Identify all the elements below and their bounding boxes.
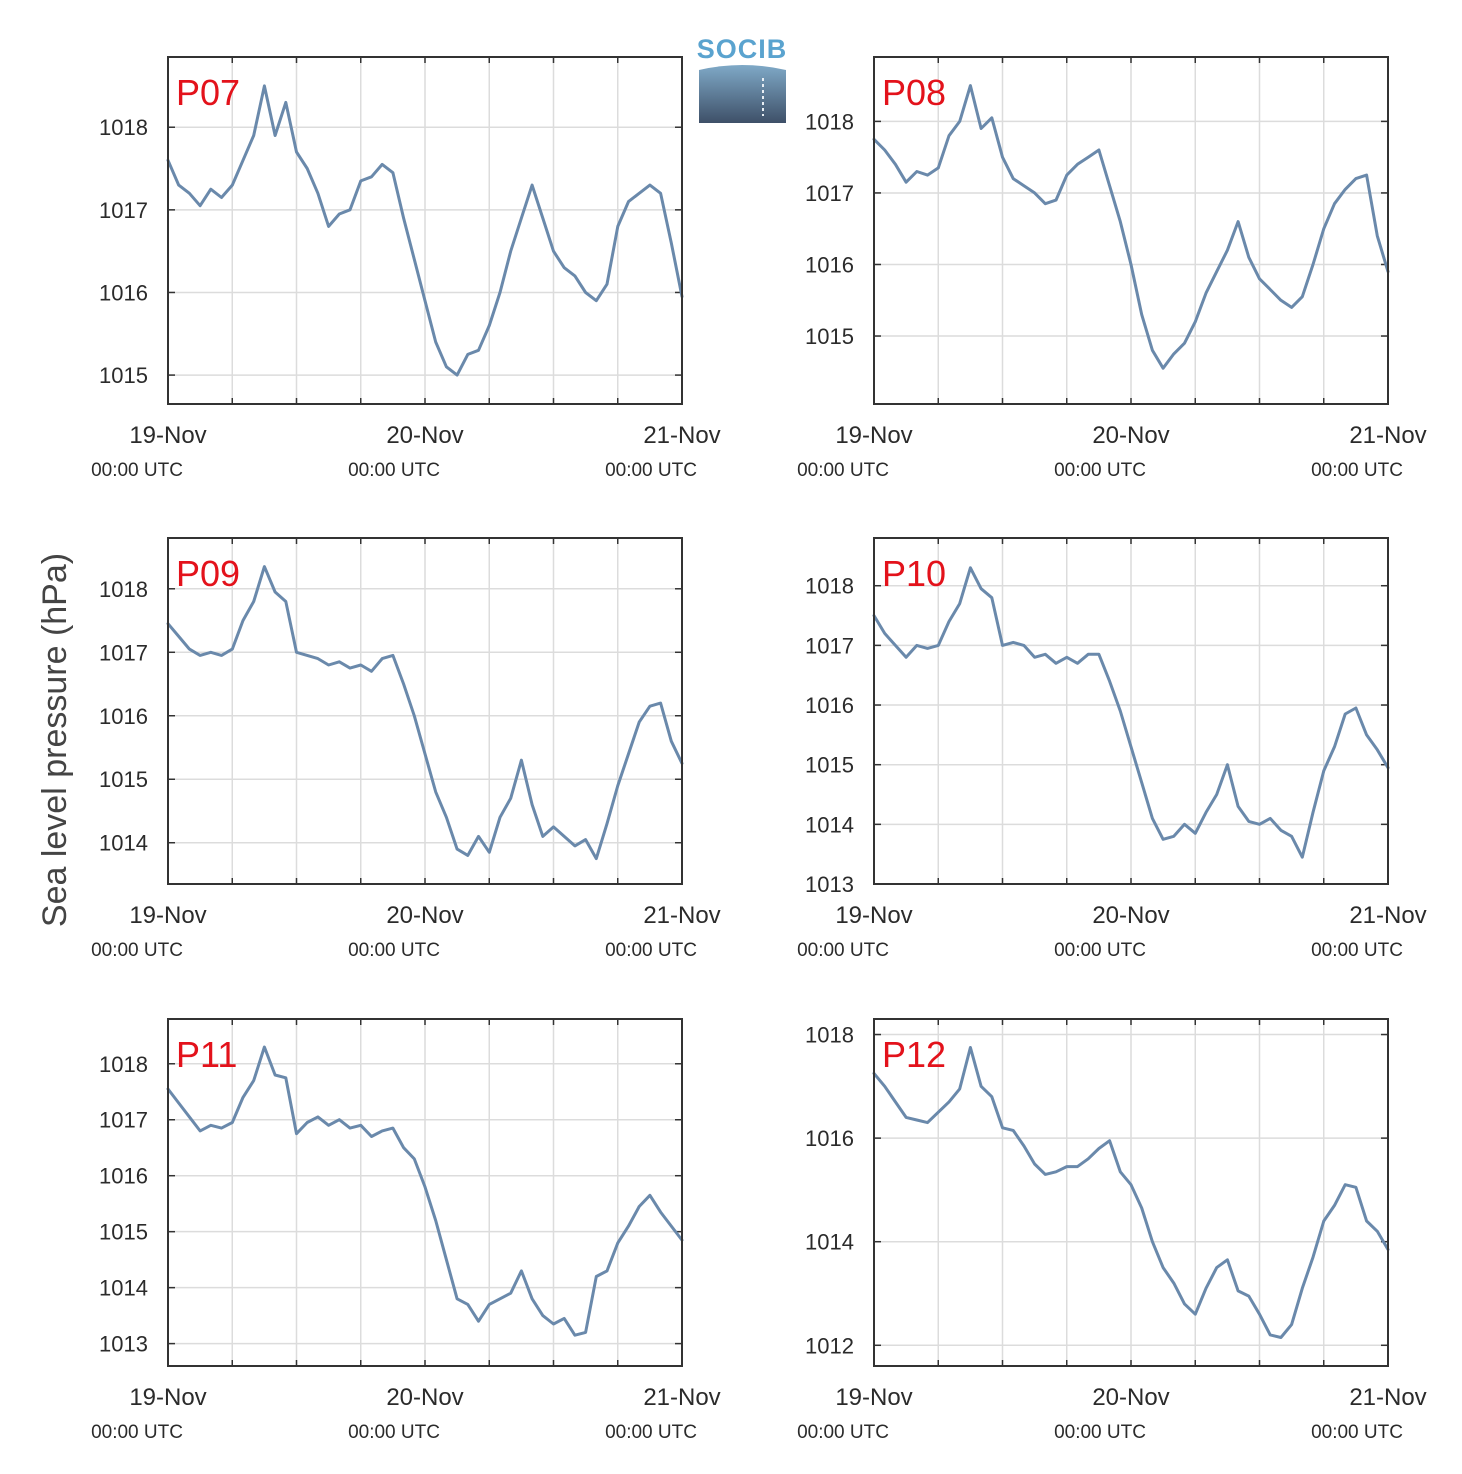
y-tick-label: 1014 xyxy=(99,1276,148,1301)
panel-p12: 1012 1014 1016 1018 P12 19-Nov 00:00 UTC 20-Nov… xyxy=(797,1018,1427,1443)
y-tick-label: 1015 xyxy=(99,1220,148,1245)
y-tick-label: 1016 xyxy=(805,1126,854,1151)
panel-p09: 1014 1015 1016 1017 1018 P09 19-Nov 00:00 UTC 20… xyxy=(91,537,721,961)
y-tick-label: 1017 xyxy=(99,198,148,223)
panel-label: P07 xyxy=(176,72,240,113)
y-tick-label: 1013 xyxy=(805,872,854,897)
y-tick-label: 1016 xyxy=(99,704,148,729)
x-tick-time-label: 00:00 UTC xyxy=(605,940,697,961)
x-tick-time-label: 00:00 UTC xyxy=(348,1422,440,1443)
y-tick-label: 1015 xyxy=(805,324,854,349)
series-line-p12 xyxy=(872,1046,1390,1339)
y-tick-label: 1017 xyxy=(99,1108,148,1133)
x-tick-time-label: 00:00 UTC xyxy=(605,1422,697,1443)
x-tick-date-label: 20-Nov xyxy=(386,422,463,449)
x-tick-date-label: 20-Nov xyxy=(386,1384,463,1411)
y-tick-label: 1016 xyxy=(805,252,854,277)
x-tick-time-label: 00:00 UTC xyxy=(797,1422,889,1443)
socib-logo: SOCIB xyxy=(697,34,788,123)
plot-frame xyxy=(873,1018,1389,1367)
x-tick-date-label: 19-Nov xyxy=(129,902,206,929)
x-tick-date-label: 19-Nov xyxy=(835,422,912,449)
series-line-p11 xyxy=(166,1045,684,1337)
y-tick-label: 1017 xyxy=(805,181,854,206)
x-tick-date-label: 19-Nov xyxy=(129,422,206,449)
panel-p11: 1013 1014 1015 1016 1017 1018 P11 19-Nov 00:00 U… xyxy=(91,1018,721,1443)
panel-label: P12 xyxy=(882,1034,946,1075)
series-line-p07 xyxy=(166,84,684,377)
x-tick-time-label: 00:00 UTC xyxy=(797,940,889,961)
plot-frame xyxy=(167,1018,683,1367)
panel-label: P08 xyxy=(882,72,946,113)
x-tick-date-label: 21-Nov xyxy=(643,1384,720,1411)
y-tick-label: 1014 xyxy=(805,1230,854,1255)
y-tick-label: 1016 xyxy=(805,693,854,718)
y-tick-label: 1017 xyxy=(805,633,854,658)
series-line-p09 xyxy=(166,565,684,861)
x-tick-date-label: 21-Nov xyxy=(643,902,720,929)
y-tick-label: 1012 xyxy=(805,1333,854,1358)
x-tick-date-label: 19-Nov xyxy=(835,902,912,929)
x-tick-date-label: 20-Nov xyxy=(1092,1384,1169,1411)
x-tick-time-label: 00:00 UTC xyxy=(348,460,440,481)
y-tick-label: 1018 xyxy=(99,1052,148,1077)
plot-frame xyxy=(167,537,683,885)
y-tick-label: 1018 xyxy=(805,1023,854,1048)
x-tick-time-label: 00:00 UTC xyxy=(605,460,697,481)
series-line-p08 xyxy=(872,84,1390,370)
panel-label: P10 xyxy=(882,553,946,594)
y-tick-label: 1018 xyxy=(99,115,148,140)
plot-frame xyxy=(873,537,1389,885)
logo-text: SOCIB xyxy=(697,34,788,64)
y-tick-label: 1016 xyxy=(99,280,148,305)
x-tick-time-label: 00:00 UTC xyxy=(348,940,440,961)
x-tick-date-label: 21-Nov xyxy=(643,422,720,449)
y-tick-label: 1014 xyxy=(99,831,148,856)
y-tick-label: 1017 xyxy=(99,640,148,665)
y-tick-label: 1015 xyxy=(99,767,148,792)
x-tick-time-label: 00:00 UTC xyxy=(91,940,183,961)
x-tick-time-label: 00:00 UTC xyxy=(91,1422,183,1443)
y-tick-label: 1015 xyxy=(99,363,148,388)
x-tick-time-label: 00:00 UTC xyxy=(91,460,183,481)
series-line-p10 xyxy=(872,566,1390,859)
panel-p10: 1013 1014 1015 1016 1017 1018 P10 19-Nov 00:00 U… xyxy=(797,537,1427,961)
x-tick-time-label: 00:00 UTC xyxy=(1054,1422,1146,1443)
x-tick-date-label: 20-Nov xyxy=(1092,902,1169,929)
panel-p07: 1015 1016 1017 1018 P07 19-Nov 00:00 UTC 20-Nov… xyxy=(91,56,721,481)
x-tick-date-label: 21-Nov xyxy=(1349,902,1426,929)
y-tick-label: 1013 xyxy=(99,1332,148,1357)
y-tick-label: 1018 xyxy=(99,577,148,602)
y-axis-label: Sea level pressure (hPa) xyxy=(36,553,74,927)
x-tick-date-label: 21-Nov xyxy=(1349,1384,1426,1411)
x-tick-time-label: 00:00 UTC xyxy=(1054,460,1146,481)
x-tick-date-label: 19-Nov xyxy=(129,1384,206,1411)
y-tick-label: 1016 xyxy=(99,1164,148,1189)
x-tick-time-label: 00:00 UTC xyxy=(1054,940,1146,961)
y-tick-label: 1018 xyxy=(805,574,854,599)
x-tick-date-label: 19-Nov xyxy=(835,1384,912,1411)
panels: 1015 1016 1017 1018 P07 19-Nov 00:00 UTC 20-Nov… xyxy=(91,56,1427,1443)
y-tick-label: 1015 xyxy=(805,753,854,778)
x-tick-time-label: 00:00 UTC xyxy=(797,460,889,481)
panel-label: P09 xyxy=(176,553,240,594)
panel-label: P11 xyxy=(176,1034,237,1075)
x-tick-time-label: 00:00 UTC xyxy=(1311,460,1403,481)
y-tick-label: 1018 xyxy=(805,109,854,134)
panel-p08: 1015 1016 1017 1018 P08 19-Nov 00:00 UTC 20-Nov… xyxy=(797,56,1427,481)
plot-frame xyxy=(873,56,1389,405)
logo-wave-icon xyxy=(699,65,786,123)
plot-frame xyxy=(167,56,683,405)
x-tick-time-label: 00:00 UTC xyxy=(1311,1422,1403,1443)
x-tick-date-label: 21-Nov xyxy=(1349,422,1426,449)
x-tick-date-label: 20-Nov xyxy=(1092,422,1169,449)
x-tick-date-label: 20-Nov xyxy=(386,902,463,929)
x-tick-time-label: 00:00 UTC xyxy=(1311,940,1403,961)
y-tick-label: 1014 xyxy=(805,812,854,837)
